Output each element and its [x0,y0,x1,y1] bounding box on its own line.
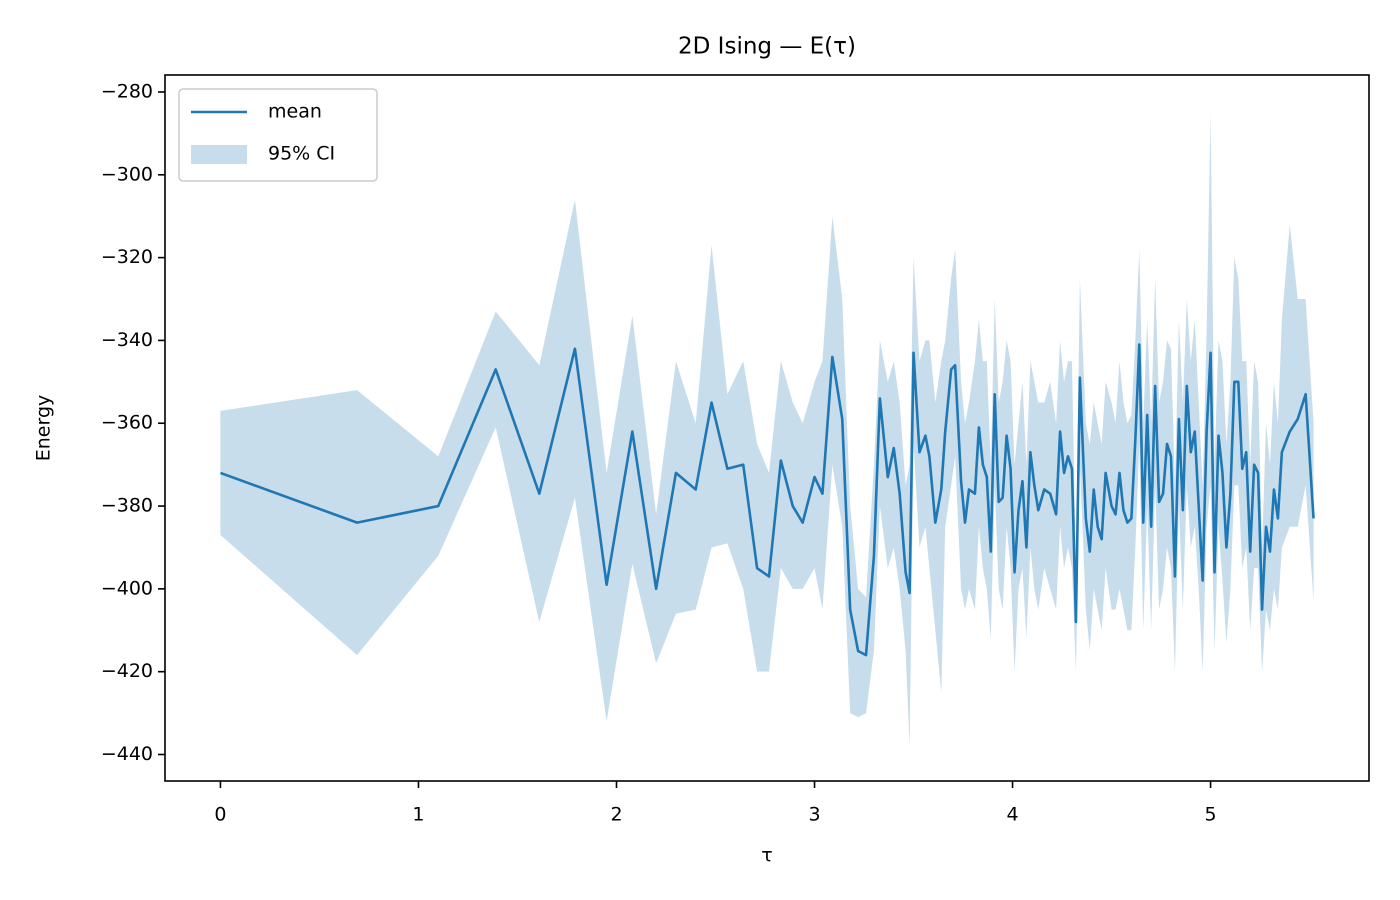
y-tick-label: −380 [101,495,153,517]
x-tick-label: 4 [1007,804,1019,826]
x-tick-label: 5 [1205,804,1217,826]
x-tick-label: 2 [610,804,622,826]
y-tick-label: −320 [101,246,153,268]
ci-band [220,112,1314,747]
y-tick-label: −340 [101,329,153,351]
y-axis-label: Energy [33,395,55,462]
y-tick-label: −300 [101,163,153,185]
y-tick-label: −440 [101,743,153,765]
y-tick-label: −400 [101,577,153,599]
chart-title: 2D Ising — E(τ) [678,34,856,60]
plot-frame [164,74,1370,782]
legend-label: mean [268,101,322,123]
x-tick-label: 1 [412,804,424,826]
x-axis-label: τ [761,845,772,867]
legend-band-swatch [191,145,247,164]
x-tick-label: 0 [214,804,226,826]
legend-label: 95% CI [268,143,335,165]
y-tick-label: −360 [101,412,153,434]
y-tick-label: −280 [101,80,153,102]
mean-line [220,343,1315,657]
y-tick-label: −420 [101,660,153,682]
x-tick-label: 3 [808,804,820,826]
